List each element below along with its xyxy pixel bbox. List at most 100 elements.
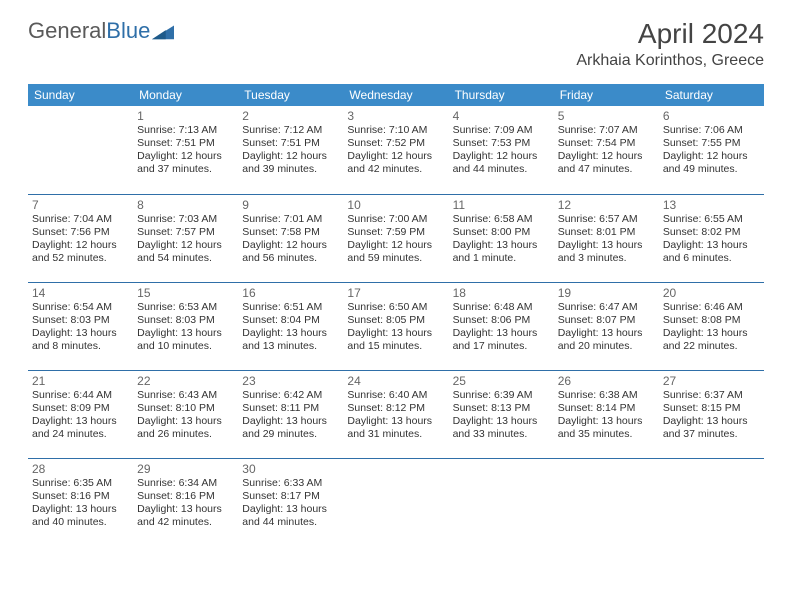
sunset-line: Sunset: 7:55 PM (663, 137, 760, 150)
day-number: 29 (137, 462, 234, 476)
day-number: 21 (32, 374, 129, 388)
sunrise-line: Sunrise: 7:09 AM (453, 124, 550, 137)
day-number: 3 (347, 109, 444, 123)
daylight-line: Daylight: 13 hours and 35 minutes. (558, 415, 655, 441)
sunset-line: Sunset: 7:53 PM (453, 137, 550, 150)
calendar-cell: 22Sunrise: 6:43 AMSunset: 8:10 PMDayligh… (133, 370, 238, 458)
daylight-line: Daylight: 12 hours and 49 minutes. (663, 150, 760, 176)
calendar-cell: 1Sunrise: 7:13 AMSunset: 7:51 PMDaylight… (133, 106, 238, 194)
weekday-header: Tuesday (238, 84, 343, 106)
day-number: 24 (347, 374, 444, 388)
daylight-line: Daylight: 12 hours and 44 minutes. (453, 150, 550, 176)
sunrise-line: Sunrise: 7:12 AM (242, 124, 339, 137)
sunset-line: Sunset: 7:54 PM (558, 137, 655, 150)
daylight-line: Daylight: 13 hours and 24 minutes. (32, 415, 129, 441)
daylight-line: Daylight: 13 hours and 15 minutes. (347, 327, 444, 353)
sunrise-line: Sunrise: 6:42 AM (242, 389, 339, 402)
daylight-line: Daylight: 13 hours and 40 minutes. (32, 503, 129, 529)
daylight-line: Daylight: 12 hours and 59 minutes. (347, 239, 444, 265)
weekday-header: Friday (554, 84, 659, 106)
sunset-line: Sunset: 8:11 PM (242, 402, 339, 415)
day-number: 28 (32, 462, 129, 476)
calendar-cell: 4Sunrise: 7:09 AMSunset: 7:53 PMDaylight… (449, 106, 554, 194)
calendar-row: 7Sunrise: 7:04 AMSunset: 7:56 PMDaylight… (28, 194, 764, 282)
calendar-cell: 10Sunrise: 7:00 AMSunset: 7:59 PMDayligh… (343, 194, 448, 282)
day-number: 14 (32, 286, 129, 300)
weekday-header: Sunday (28, 84, 133, 106)
logo-triangle-icon (152, 22, 174, 40)
sunrise-line: Sunrise: 6:55 AM (663, 213, 760, 226)
sunrise-line: Sunrise: 6:47 AM (558, 301, 655, 314)
sunset-line: Sunset: 8:00 PM (453, 226, 550, 239)
calendar-cell: 9Sunrise: 7:01 AMSunset: 7:58 PMDaylight… (238, 194, 343, 282)
daylight-line: Daylight: 13 hours and 10 minutes. (137, 327, 234, 353)
sunrise-line: Sunrise: 6:50 AM (347, 301, 444, 314)
daylight-line: Daylight: 12 hours and 54 minutes. (137, 239, 234, 265)
calendar-row: 1Sunrise: 7:13 AMSunset: 7:51 PMDaylight… (28, 106, 764, 194)
day-number: 17 (347, 286, 444, 300)
calendar-table: Sunday Monday Tuesday Wednesday Thursday… (28, 84, 764, 546)
sunset-line: Sunset: 7:52 PM (347, 137, 444, 150)
day-number: 2 (242, 109, 339, 123)
calendar-row: 21Sunrise: 6:44 AMSunset: 8:09 PMDayligh… (28, 370, 764, 458)
calendar-cell: 17Sunrise: 6:50 AMSunset: 8:05 PMDayligh… (343, 282, 448, 370)
sunrise-line: Sunrise: 7:01 AM (242, 213, 339, 226)
calendar-cell: 25Sunrise: 6:39 AMSunset: 8:13 PMDayligh… (449, 370, 554, 458)
day-number: 10 (347, 198, 444, 212)
daylight-line: Daylight: 13 hours and 37 minutes. (663, 415, 760, 441)
sunset-line: Sunset: 8:16 PM (137, 490, 234, 503)
day-number: 23 (242, 374, 339, 388)
page-header: GeneralBlue April 2024 Arkhaia Korinthos… (0, 0, 792, 78)
calendar-cell: 26Sunrise: 6:38 AMSunset: 8:14 PMDayligh… (554, 370, 659, 458)
sunset-line: Sunset: 8:10 PM (137, 402, 234, 415)
day-number: 19 (558, 286, 655, 300)
logo-word2: Blue (106, 18, 150, 43)
calendar-cell: 24Sunrise: 6:40 AMSunset: 8:12 PMDayligh… (343, 370, 448, 458)
sunrise-line: Sunrise: 7:13 AM (137, 124, 234, 137)
day-number: 1 (137, 109, 234, 123)
sunrise-line: Sunrise: 6:46 AM (663, 301, 760, 314)
sunset-line: Sunset: 8:09 PM (32, 402, 129, 415)
weekday-header: Thursday (449, 84, 554, 106)
sunset-line: Sunset: 7:57 PM (137, 226, 234, 239)
weekday-header: Wednesday (343, 84, 448, 106)
sunset-line: Sunset: 8:14 PM (558, 402, 655, 415)
day-number: 25 (453, 374, 550, 388)
daylight-line: Daylight: 13 hours and 33 minutes. (453, 415, 550, 441)
sunrise-line: Sunrise: 6:38 AM (558, 389, 655, 402)
calendar-cell: 14Sunrise: 6:54 AMSunset: 8:03 PMDayligh… (28, 282, 133, 370)
sunrise-line: Sunrise: 6:44 AM (32, 389, 129, 402)
logo: GeneralBlue (28, 18, 174, 44)
sunset-line: Sunset: 8:07 PM (558, 314, 655, 327)
sunset-line: Sunset: 7:51 PM (137, 137, 234, 150)
day-number: 6 (663, 109, 760, 123)
sunrise-line: Sunrise: 6:40 AM (347, 389, 444, 402)
day-number: 22 (137, 374, 234, 388)
calendar-cell: 13Sunrise: 6:55 AMSunset: 8:02 PMDayligh… (659, 194, 764, 282)
daylight-line: Daylight: 12 hours and 39 minutes. (242, 150, 339, 176)
day-number: 16 (242, 286, 339, 300)
sunrise-line: Sunrise: 7:04 AM (32, 213, 129, 226)
day-number: 12 (558, 198, 655, 212)
sunrise-line: Sunrise: 7:03 AM (137, 213, 234, 226)
sunrise-line: Sunrise: 7:06 AM (663, 124, 760, 137)
sunrise-line: Sunrise: 6:57 AM (558, 213, 655, 226)
day-number: 11 (453, 198, 550, 212)
daylight-line: Daylight: 12 hours and 37 minutes. (137, 150, 234, 176)
sunset-line: Sunset: 8:17 PM (242, 490, 339, 503)
calendar-cell: 19Sunrise: 6:47 AMSunset: 8:07 PMDayligh… (554, 282, 659, 370)
sunset-line: Sunset: 7:56 PM (32, 226, 129, 239)
calendar-cell: 11Sunrise: 6:58 AMSunset: 8:00 PMDayligh… (449, 194, 554, 282)
day-number: 9 (242, 198, 339, 212)
sunrise-line: Sunrise: 7:07 AM (558, 124, 655, 137)
day-number: 5 (558, 109, 655, 123)
sunrise-line: Sunrise: 6:51 AM (242, 301, 339, 314)
sunset-line: Sunset: 8:02 PM (663, 226, 760, 239)
sunset-line: Sunset: 8:06 PM (453, 314, 550, 327)
calendar-cell: 15Sunrise: 6:53 AMSunset: 8:03 PMDayligh… (133, 282, 238, 370)
logo-word1: General (28, 18, 106, 43)
sunset-line: Sunset: 8:04 PM (242, 314, 339, 327)
calendar-cell (659, 458, 764, 546)
calendar-cell: 5Sunrise: 7:07 AMSunset: 7:54 PMDaylight… (554, 106, 659, 194)
sunrise-line: Sunrise: 6:33 AM (242, 477, 339, 490)
